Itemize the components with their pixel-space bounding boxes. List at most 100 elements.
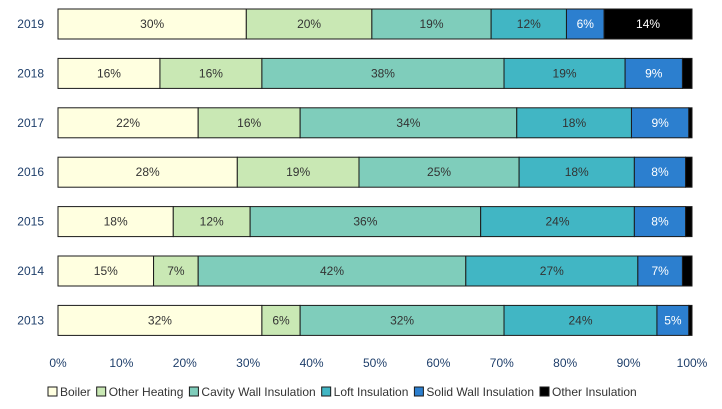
data-label-2014-cavity-wall-insulation: 42% bbox=[320, 264, 344, 278]
data-label-2015-cavity-wall-insulation: 36% bbox=[353, 215, 377, 229]
data-label-2016-other-heating: 19% bbox=[286, 165, 310, 179]
data-label-2016-loft-insulation: 18% bbox=[565, 165, 589, 179]
bar-segment-2019-other-heating bbox=[245, 8, 373, 40]
data-label-2019-solid-wall-insulation: 6% bbox=[577, 17, 595, 31]
x-axis-ticks: 0% 10% 20% 30% 40% 50% 60% 70% 80% 90% 100% bbox=[49, 356, 707, 370]
data-label-2016-cavity-wall-insulation: 25% bbox=[427, 165, 451, 179]
x-tick-label: 70% bbox=[490, 356, 514, 370]
data-label-2013-other-heating: 6% bbox=[272, 313, 290, 327]
bar-segment-2018-loft-insulation bbox=[503, 57, 626, 89]
data-label-2015-loft-insulation: 24% bbox=[546, 215, 570, 229]
bar-segment-2014-boiler bbox=[57, 255, 155, 287]
data-label-2015-boiler: 18% bbox=[104, 215, 128, 229]
legend-label-boiler: Boiler bbox=[60, 385, 91, 399]
data-label-2013-boiler: 32% bbox=[148, 313, 172, 327]
bar-segment-2013-loft-insulation bbox=[503, 304, 658, 336]
data-label-2013-solid-wall-insulation: 5% bbox=[664, 313, 682, 327]
data-label-2017-cavity-wall-insulation: 34% bbox=[396, 116, 420, 130]
bar-segment-2018-boiler bbox=[57, 57, 161, 89]
data-label-2018-cavity-wall-insulation: 38% bbox=[371, 66, 395, 80]
legend-label-loft-insulation: Loft Insulation bbox=[334, 385, 409, 399]
bar-segment-2019-cavity-wall-insulation bbox=[371, 8, 492, 40]
bar-segment-2018-other-heating bbox=[159, 57, 263, 89]
bar-segment-2015-boiler bbox=[57, 206, 174, 238]
data-label-2019-boiler: 30% bbox=[140, 17, 164, 31]
data-label-2014-solid-wall-insulation: 7% bbox=[651, 264, 669, 278]
x-tick-label: 10% bbox=[109, 356, 133, 370]
data-label-2014-boiler: 15% bbox=[94, 264, 118, 278]
x-tick-label: 100% bbox=[677, 356, 708, 370]
data-label-2014-loft-insulation: 27% bbox=[540, 264, 564, 278]
legend-swatch-other-heating bbox=[96, 386, 107, 397]
bar-segment-2014-solid-wall-insulation bbox=[637, 255, 683, 287]
bar-segment-2017-other-insulation bbox=[688, 107, 693, 139]
bar-segment-2015-loft-insulation bbox=[480, 206, 635, 238]
bar-segment-2013-other-insulation bbox=[688, 304, 693, 336]
bar-segment-2014-other-heating bbox=[153, 255, 199, 287]
bar-segment-2016-cavity-wall-insulation bbox=[358, 156, 520, 188]
bar-segment-2017-boiler bbox=[57, 107, 199, 139]
y-axis-labels: 2019 2018 2017 2016 2015 2014 2013 bbox=[17, 17, 44, 327]
bars-area: 30% 20% 19% 12% 6% 14% 16% 16% 38% 19% 9% 22% 16% 34%… bbox=[57, 8, 693, 336]
bar-segment-2019-other-insulation bbox=[603, 8, 693, 40]
bar-segment-2014-cavity-wall-insulation bbox=[197, 255, 467, 287]
x-tick-label: 20% bbox=[173, 356, 197, 370]
x-tick-label: 60% bbox=[426, 356, 450, 370]
bar-segment-2016-other-heating bbox=[236, 156, 360, 188]
bar-segment-2015-other-insulation bbox=[685, 206, 693, 238]
legend-label-cavity-wall-insulation: Cavity Wall Insulation bbox=[201, 385, 315, 399]
x-tick-label: 0% bbox=[49, 356, 67, 370]
x-tick-label: 80% bbox=[553, 356, 577, 370]
y-tick-label-2014: 2014 bbox=[17, 264, 44, 278]
data-label-2019-cavity-wall-insulation: 19% bbox=[419, 17, 443, 31]
data-label-2013-cavity-wall-insulation: 32% bbox=[390, 313, 414, 327]
bar-segment-2014-other-insulation bbox=[681, 255, 693, 287]
bar-segment-2017-solid-wall-insulation bbox=[630, 107, 690, 139]
legend-swatch-solid-wall-insulation bbox=[413, 386, 424, 397]
y-tick-label-2017: 2017 bbox=[17, 116, 44, 130]
bar-segment-2017-other-heating bbox=[197, 107, 301, 139]
x-tick-label: 50% bbox=[363, 356, 387, 370]
legend-swatch-other-insulation bbox=[539, 386, 550, 397]
x-tick-label: 90% bbox=[617, 356, 641, 370]
data-label-2017-other-heating: 16% bbox=[237, 116, 261, 130]
bar-segment-2016-loft-insulation bbox=[518, 156, 635, 188]
data-label-2018-boiler: 16% bbox=[97, 66, 121, 80]
bar-segment-2013-solid-wall-insulation bbox=[656, 304, 690, 336]
legend-swatch-cavity-wall-insulation bbox=[188, 386, 199, 397]
legend-swatch-loft-insulation bbox=[321, 386, 332, 397]
legend-label-solid-wall-insulation: Solid Wall Insulation bbox=[426, 385, 534, 399]
legend-label-other-insulation: Other Insulation bbox=[552, 385, 637, 399]
bar-segment-2017-cavity-wall-insulation bbox=[299, 107, 518, 139]
data-label-2014-other-heating: 7% bbox=[167, 264, 185, 278]
y-tick-label-2018: 2018 bbox=[17, 66, 44, 80]
data-label-2019-other-heating: 20% bbox=[297, 17, 321, 31]
y-tick-label-2019: 2019 bbox=[17, 17, 44, 31]
bar-segment-2019-boiler bbox=[57, 8, 247, 40]
bar-segment-2018-other-insulation bbox=[681, 57, 693, 89]
bar-segment-2016-solid-wall-insulation bbox=[633, 156, 687, 188]
data-label-2013-loft-insulation: 24% bbox=[568, 313, 592, 327]
data-label-2019-other-insulation: 14% bbox=[636, 17, 660, 31]
bar-segment-2015-other-heating bbox=[172, 206, 251, 238]
data-label-2015-solid-wall-insulation: 8% bbox=[651, 215, 669, 229]
data-label-2019-loft-insulation: 12% bbox=[517, 17, 541, 31]
data-label-2016-solid-wall-insulation: 8% bbox=[651, 165, 669, 179]
data-label-2017-solid-wall-insulation: 9% bbox=[651, 116, 669, 130]
data-label-2015-other-heating: 12% bbox=[200, 215, 224, 229]
bar-segment-2016-boiler bbox=[57, 156, 238, 188]
data-label-2018-solid-wall-insulation: 9% bbox=[645, 66, 663, 80]
data-label-2018-loft-insulation: 19% bbox=[553, 66, 577, 80]
y-tick-label-2016: 2016 bbox=[17, 165, 44, 179]
y-tick-label-2013: 2013 bbox=[17, 313, 44, 327]
data-label-2016-boiler: 28% bbox=[136, 165, 160, 179]
data-label-2017-boiler: 22% bbox=[116, 116, 140, 130]
x-tick-label: 40% bbox=[300, 356, 324, 370]
bar-segment-2013-cavity-wall-insulation bbox=[299, 304, 505, 336]
y-tick-label-2015: 2015 bbox=[17, 215, 44, 229]
bar-segment-2019-solid-wall-insulation bbox=[565, 8, 605, 40]
data-label-2017-loft-insulation: 18% bbox=[562, 116, 586, 130]
x-tick-label: 30% bbox=[236, 356, 260, 370]
bar-segment-2016-other-insulation bbox=[685, 156, 693, 188]
